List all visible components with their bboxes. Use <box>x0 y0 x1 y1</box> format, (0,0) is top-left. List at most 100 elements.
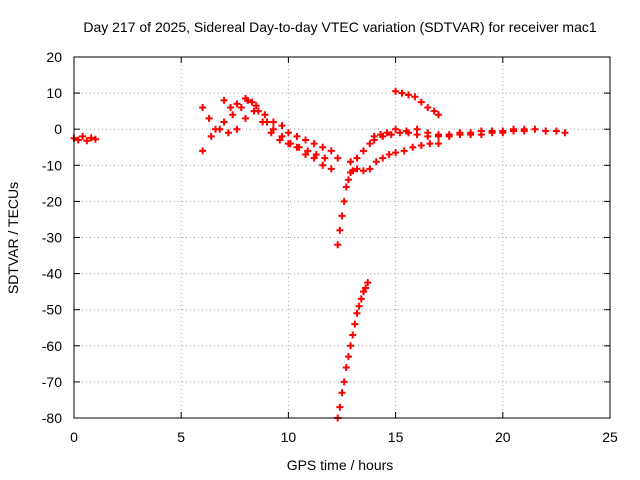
data-point <box>263 118 271 126</box>
data-point <box>424 104 432 112</box>
x-axis-label: GPS time / hours <box>287 457 394 473</box>
data-point <box>488 129 496 137</box>
data-point <box>359 167 367 175</box>
data-point <box>417 141 425 149</box>
data-point <box>233 125 241 133</box>
x-tick-label: 10 <box>281 429 297 445</box>
data-point <box>287 140 295 148</box>
data-point <box>542 127 550 135</box>
data-point <box>242 95 250 103</box>
data-point <box>248 98 256 106</box>
data-point <box>370 136 378 144</box>
data-point <box>387 131 395 139</box>
data-point <box>400 147 408 155</box>
data-point <box>355 302 363 310</box>
data-point <box>242 114 250 122</box>
data-point <box>411 93 419 101</box>
data-point <box>366 165 374 173</box>
data-point <box>417 98 425 106</box>
axis-ticks: 0 5 10 15 20 25 -80 -70 -60 -50 -40 -30 -20 -10 0 10 20 <box>42 49 618 445</box>
data-point <box>319 161 327 169</box>
data-point <box>261 111 269 119</box>
data-point <box>205 114 213 122</box>
data-point <box>353 165 361 173</box>
data-point <box>269 118 277 126</box>
data-point <box>312 150 320 158</box>
data-point <box>338 389 346 397</box>
data-point <box>269 125 277 133</box>
data-point <box>531 125 539 133</box>
x-tick-label: 25 <box>602 429 618 445</box>
data-point <box>340 197 348 205</box>
data-point <box>392 149 400 157</box>
data-point <box>227 104 235 112</box>
data-point <box>392 87 400 95</box>
data-point <box>424 132 432 140</box>
data-point <box>278 132 286 140</box>
y-tick-label: -10 <box>42 157 62 173</box>
data-point <box>409 143 417 151</box>
data-point <box>342 183 350 191</box>
data-point <box>336 403 344 411</box>
data-point <box>467 131 475 139</box>
y-tick-label: -80 <box>42 410 62 426</box>
data-point <box>321 154 329 162</box>
data-point <box>456 131 464 139</box>
data-point <box>327 165 335 173</box>
data-point <box>334 241 342 249</box>
data-point <box>477 131 485 139</box>
x-tick-label: 20 <box>495 429 511 445</box>
data-point <box>510 127 518 135</box>
data-point <box>254 107 262 115</box>
data-point <box>357 295 365 303</box>
data-point <box>344 353 352 361</box>
data-point <box>220 96 228 104</box>
y-tick-label: -50 <box>42 302 62 318</box>
series-arc-steep-rise <box>334 279 372 422</box>
data-point <box>430 107 438 115</box>
series-arc-morning-b <box>199 107 335 173</box>
data-point <box>396 129 404 137</box>
data-point <box>383 129 391 137</box>
y-tick-label: -70 <box>42 374 62 390</box>
data-point <box>340 378 348 386</box>
data-point <box>338 212 346 220</box>
y-tick-label: -40 <box>42 266 62 282</box>
data-point <box>83 137 91 145</box>
chart-title: Day 217 of 2025, Sidereal Day-to-day VTE… <box>83 19 596 35</box>
data-point <box>304 147 312 155</box>
data-point <box>74 136 82 144</box>
data-point <box>199 104 207 112</box>
data-point <box>252 102 260 110</box>
data-point <box>233 100 241 108</box>
y-tick-label: 0 <box>54 121 62 137</box>
series-arc-early <box>70 132 99 145</box>
data-point <box>434 132 442 140</box>
data-point <box>364 279 372 287</box>
data-point <box>276 136 284 144</box>
data-point <box>445 132 453 140</box>
data-point <box>310 154 318 162</box>
data-point <box>520 127 528 135</box>
data-point <box>267 129 275 137</box>
series-arc-morning-a <box>199 96 342 162</box>
y-tick-label: -60 <box>42 338 62 354</box>
series-arc-dip-recovery <box>334 140 442 249</box>
data-point <box>336 226 344 234</box>
data-point <box>284 129 292 137</box>
data-point <box>199 147 207 155</box>
data-point <box>366 140 374 148</box>
series-arc-morning-c <box>220 95 329 162</box>
data-point <box>379 154 387 162</box>
data-point <box>426 140 434 148</box>
data-point <box>499 129 507 137</box>
data-point <box>310 140 318 148</box>
data-point <box>398 89 406 97</box>
data-point <box>349 167 357 175</box>
data-point <box>434 111 442 119</box>
data-point <box>278 122 286 130</box>
data-point <box>216 125 224 133</box>
data-point <box>347 158 355 166</box>
data-point <box>302 136 310 144</box>
